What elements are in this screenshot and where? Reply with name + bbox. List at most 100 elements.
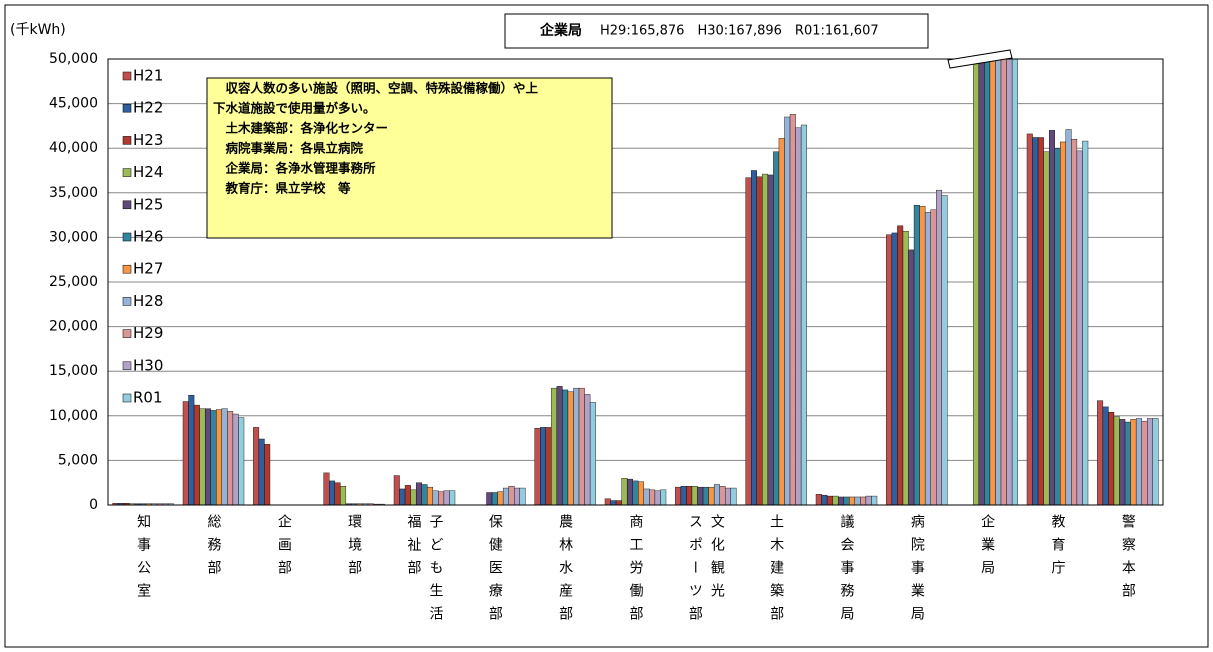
bar [556,386,563,506]
bar [795,127,802,506]
bar [924,212,931,506]
note-title: 企業局 [539,22,582,39]
x-tick-label: 知事公室 [135,514,152,606]
bar [584,394,591,506]
bar [227,411,234,506]
bar [680,486,687,506]
bar [751,170,757,506]
y-tick-label: 15,000 [49,363,98,379]
bar [930,209,937,506]
bar [843,496,850,506]
legend-swatch [122,200,132,210]
bar [1054,147,1061,506]
bar [660,489,667,506]
bar [1141,420,1148,506]
bar [497,491,504,506]
bar [221,408,228,506]
bar [865,495,872,506]
bar [421,484,428,506]
text-box-line: 企業局：各浄水管理事務所 [213,161,376,176]
y-tick-label: 50,000 [49,51,98,67]
bar [725,487,731,506]
bar [1032,137,1039,506]
bar [238,417,245,506]
y-tick-label: 0 [89,497,98,513]
bar [540,427,546,506]
y-tick-label: 35,000 [49,185,98,201]
bar [1076,150,1083,506]
bar [562,389,569,506]
bar [567,391,574,506]
bar [821,494,828,506]
bar [232,413,239,506]
bar [832,495,839,506]
bar [578,387,585,506]
x-tick-label: 病院事業局 [908,514,925,629]
bar [1082,140,1089,506]
bar [837,496,844,506]
bar [1102,406,1109,506]
bar [508,486,515,506]
x-tick-label: 議会事務局 [838,514,855,629]
bar [621,478,628,506]
bar [936,189,942,506]
bar [1113,416,1120,506]
legend-label: H27 [133,260,163,278]
note: H29:165,876 H30:167,896 R01:161,607 [600,24,879,39]
bar [340,486,347,506]
y-tick-label: 45,000 [49,96,98,112]
bar [534,428,541,506]
bar [1043,151,1050,506]
bar [626,478,633,506]
bar [815,494,822,506]
legend-label: H29 [133,324,163,342]
x-tick-label: 土木建築部 [768,514,785,629]
legend-swatch [122,297,132,306]
bar [1071,139,1078,506]
bar [604,498,611,506]
x-tick-label: 農林水産部 [557,514,574,629]
bar [941,195,948,506]
x-tick-label: 警察本部 [1119,514,1136,606]
bar [443,490,450,506]
bar [216,409,223,506]
x-tick-label: 環境部 [346,514,363,583]
text-box-line: 下水道施設で使用量が多い。 [213,101,376,116]
bar [745,177,752,506]
bar [767,174,774,506]
bar [432,490,439,506]
bar [427,486,434,506]
x-tick-label: 企画部 [275,514,292,583]
bar [886,234,893,506]
legend-label: H21 [133,67,163,85]
bar [871,495,878,506]
bar [1006,58,1013,506]
bar [784,116,791,506]
bar [989,58,996,506]
bar [643,488,650,506]
legend-label: H23 [133,131,163,149]
bar [854,496,861,506]
legend-label: R01 [133,389,163,407]
legend-swatch [122,393,132,403]
bar [334,482,341,506]
bar [204,408,211,506]
bar [404,485,411,506]
bar [702,486,709,506]
bar [1147,418,1153,506]
bar [1152,418,1159,506]
bar [449,490,456,506]
bar [514,487,520,506]
bar [1097,400,1104,506]
bar [258,438,265,506]
bar [589,402,596,506]
note-box [504,13,929,49]
bar [545,427,552,506]
bar [410,489,417,506]
bar [1037,137,1044,506]
legend-swatch [122,264,132,274]
bar [415,482,422,506]
bar [1060,141,1067,506]
bar [193,404,200,506]
